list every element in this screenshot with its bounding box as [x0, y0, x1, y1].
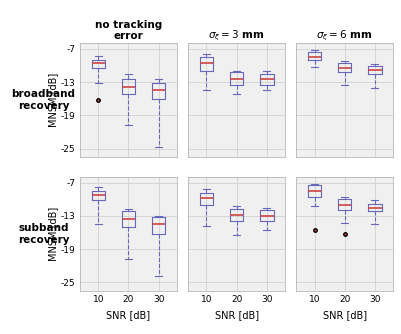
- X-axis label: SNR [dB]: SNR [dB]: [106, 310, 150, 320]
- X-axis label: SNR [dB]: SNR [dB]: [323, 310, 367, 320]
- Y-axis label: MNSM [dB]: MNSM [dB]: [48, 73, 58, 127]
- Text: subband
recovery: subband recovery: [18, 223, 69, 245]
- Y-axis label: MNSM [dB]: MNSM [dB]: [48, 207, 58, 261]
- Title: no tracking
error: no tracking error: [95, 20, 162, 41]
- Title: $\sigma_\xi = 3$ mm: $\sigma_\xi = 3$ mm: [208, 29, 265, 43]
- Title: $\sigma_\xi = 6$ mm: $\sigma_\xi = 6$ mm: [316, 29, 373, 43]
- Text: broadband
recovery: broadband recovery: [12, 89, 75, 111]
- X-axis label: SNR [dB]: SNR [dB]: [215, 310, 259, 320]
